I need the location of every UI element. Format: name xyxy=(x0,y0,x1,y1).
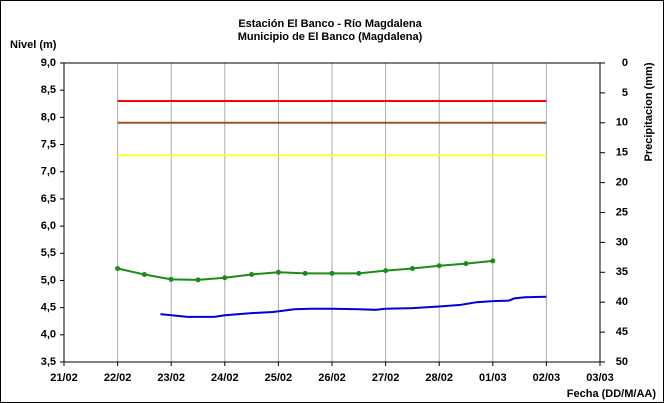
y2-tick-label: 35 xyxy=(616,266,628,278)
x-tick-label: 27/02 xyxy=(372,372,400,384)
x-tick-label: 21/02 xyxy=(50,372,78,384)
y-tick-label: 5,5 xyxy=(41,247,56,259)
point xyxy=(383,268,389,274)
x-tick-label: 25/02 xyxy=(265,372,293,384)
x-tick-label: 03/03 xyxy=(586,372,614,384)
point xyxy=(463,261,469,267)
chart-subtitle: Municipio de El Banco (Magdalena) xyxy=(238,31,423,43)
y2-tick-label: 20 xyxy=(616,177,628,189)
x-tick-label: 23/02 xyxy=(157,372,185,384)
point xyxy=(249,271,255,277)
y2-tick-label: 25 xyxy=(616,206,628,218)
y2-tick-label: 10 xyxy=(616,117,628,129)
y-tick-label: 3,5 xyxy=(41,356,56,368)
y2-tick-label: 0 xyxy=(622,57,628,69)
point xyxy=(356,270,362,276)
x-axis-label: Fecha (DD/M/AA) xyxy=(567,388,657,400)
point xyxy=(409,265,415,271)
y2-axis-label: Precipitacion (mm) xyxy=(643,62,655,161)
point xyxy=(195,277,201,283)
y2-tick-label: 5 xyxy=(622,87,628,99)
plot-area xyxy=(63,62,601,363)
y-axis-label: Nivel (m) xyxy=(10,39,57,51)
point xyxy=(141,271,147,277)
x-tick-label: 26/02 xyxy=(318,372,346,384)
point xyxy=(222,275,228,281)
y-tick-label: 6,0 xyxy=(41,220,56,232)
point xyxy=(275,269,281,275)
series-line xyxy=(160,295,547,318)
y-tick-label: 5,0 xyxy=(41,274,56,286)
y-tick-label: 8,0 xyxy=(41,111,56,123)
x-tick-label: 01/03 xyxy=(479,372,507,384)
x-tick-label: 02/03 xyxy=(533,372,561,384)
y-tick-label: 4,0 xyxy=(41,329,56,341)
point xyxy=(302,270,308,276)
y-tick-label: 7,5 xyxy=(41,138,56,150)
y2-tick-label: 15 xyxy=(616,147,628,159)
y2-tick-label: 45 xyxy=(616,326,628,338)
point xyxy=(329,270,335,276)
x-tick-label: 22/02 xyxy=(104,372,132,384)
y2-tick-label: 50 xyxy=(616,356,628,368)
y-tick-label: 6,5 xyxy=(41,193,56,205)
x-tick-label: 24/02 xyxy=(211,372,239,384)
y-tick-label: 4,5 xyxy=(41,302,56,314)
x-tick-label: 28/02 xyxy=(425,372,453,384)
chart-title: Estación El Banco - Río Magdalena xyxy=(238,18,422,30)
y-tick-label: 9,0 xyxy=(41,57,56,69)
y2-tick-label: 30 xyxy=(616,236,628,248)
point xyxy=(436,263,442,269)
y2-tick-label: 40 xyxy=(616,296,628,308)
y-tick-label: 7,0 xyxy=(41,166,56,178)
point xyxy=(490,258,496,264)
y-tick-label: 8,5 xyxy=(41,84,56,96)
point xyxy=(115,265,121,271)
point xyxy=(168,276,174,282)
